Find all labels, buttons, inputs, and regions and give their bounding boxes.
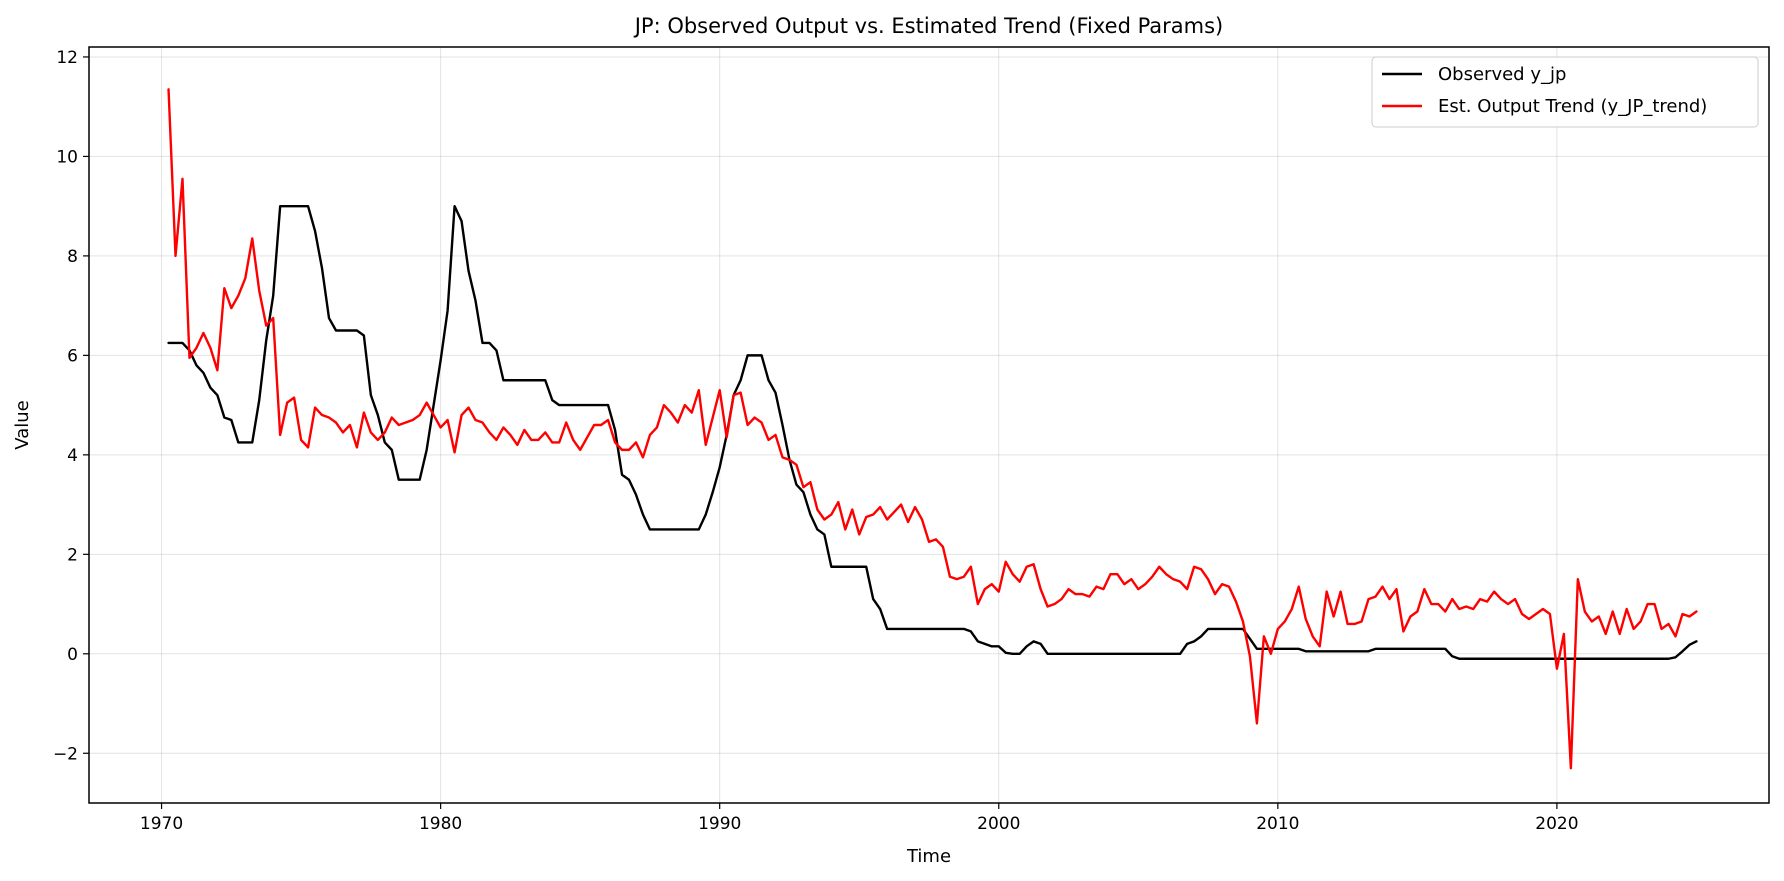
x-axis-label: Time <box>906 846 951 867</box>
series-line-trend <box>167 88 1698 770</box>
y-tick-label: 12 <box>56 48 78 68</box>
chart-title: JP: Observed Output vs. Estimated Trend … <box>633 14 1224 38</box>
y-tick-label: 6 <box>67 346 78 366</box>
legend-label-trend: Est. Output Trend (y_JP_trend) <box>1438 96 1707 117</box>
y-tick-label: 0 <box>67 645 78 665</box>
y-axis-label: Value <box>12 400 33 449</box>
plot-frame <box>88 46 1770 804</box>
x-tick-label: 1970 <box>140 814 183 834</box>
y-axis: −2 0 2 4 6 8 10 12 <box>53 48 89 764</box>
y-tick-label: 8 <box>67 247 78 267</box>
legend-label-observed: Observed y_jp <box>1438 64 1566 85</box>
y-tick-label: 10 <box>56 147 78 167</box>
x-tick-label: 2010 <box>1256 814 1299 834</box>
y-tick-label: 2 <box>67 545 78 565</box>
legend: Observed y_jp Est. Output Trend (y_JP_tr… <box>1371 56 1759 128</box>
series-group <box>167 88 1698 770</box>
x-tick-label: 2020 <box>1535 814 1578 834</box>
x-tick-label: 2000 <box>977 814 1020 834</box>
x-tick-label: 1990 <box>698 814 741 834</box>
x-tick-label: 1980 <box>419 814 462 834</box>
y-tick-label: −2 <box>53 744 78 764</box>
series-line-observed <box>167 204 1698 660</box>
y-tick-label: 4 <box>67 446 78 466</box>
x-axis: 1970 1980 1990 2000 2010 2020 <box>140 803 1579 834</box>
legend-box <box>1371 56 1759 128</box>
